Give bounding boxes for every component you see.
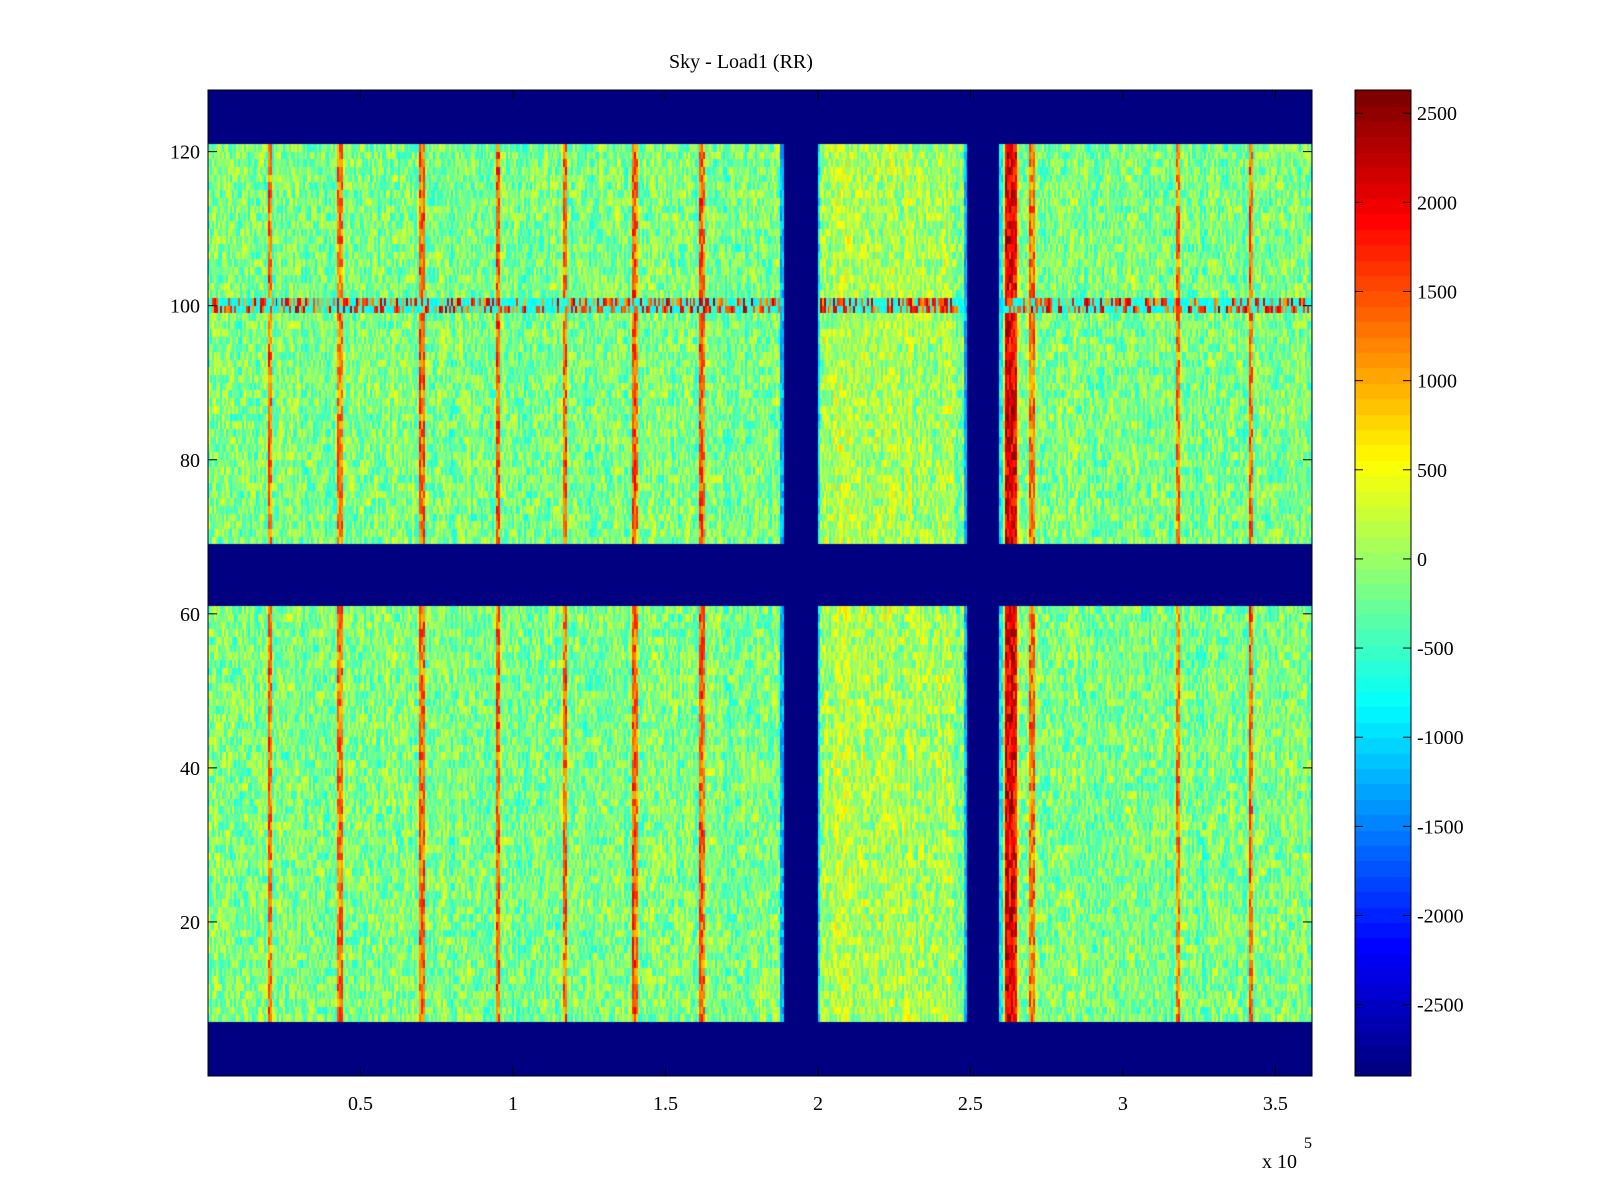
colorbar-tick-label: -2000 <box>1417 906 1464 928</box>
y-tick-label: 20 <box>180 912 200 934</box>
colorbar-tick-label: 500 <box>1417 460 1447 482</box>
colorbar: 2500 2000 1500 1000 500 0 -500 -1000 -1500 -2000 -… <box>1354 89 1464 1077</box>
x-tick-label: 1 <box>508 1093 518 1115</box>
colorbar-frame <box>1354 89 1412 1077</box>
colorbar-tick-label: -500 <box>1417 638 1454 660</box>
colorbar-tick-label: 1500 <box>1417 281 1457 303</box>
colorbar-tick-label: 1000 <box>1417 371 1457 393</box>
colorbar-ticks: 2500 2000 1500 1000 500 0 -500 -1000 -1500 -2000 -… <box>1355 103 1464 1017</box>
colorbar-tick-label: -2500 <box>1417 995 1464 1017</box>
y-tick-label: 100 <box>170 296 200 318</box>
x-tick-label: 2 <box>813 1093 823 1115</box>
x-exponent-label: x 10 <box>1262 1151 1297 1173</box>
y-tick-label: 60 <box>180 604 200 626</box>
colorbar-tick-label: 0 <box>1417 549 1427 571</box>
x-tick-label: 3 <box>1118 1093 1128 1115</box>
y-tick-label: 40 <box>180 758 200 780</box>
x-exponent-value: 5 <box>1304 1135 1312 1152</box>
y-axis: 20 40 60 80 100 120 <box>170 142 1312 934</box>
colorbar-tick-label: 2000 <box>1417 192 1457 214</box>
colorbar-gradient <box>1355 90 1411 1076</box>
y-tick-label: 120 <box>170 142 200 164</box>
y-tick-label: 80 <box>180 450 200 472</box>
colorbar-tick-label: -1500 <box>1417 816 1464 838</box>
x-tick-label: 2.5 <box>958 1093 983 1115</box>
x-tick-label: 0.5 <box>348 1093 373 1115</box>
plot-frame <box>207 89 1313 1077</box>
x-tick-label: 1.5 <box>653 1093 678 1115</box>
heatmap-plot <box>208 90 1312 1076</box>
x-tick-label: 3.5 <box>1263 1093 1288 1115</box>
colorbar-tick-label: 2500 <box>1417 103 1457 125</box>
colorbar-tick-label: -1000 <box>1417 727 1464 749</box>
chart-title: Sky - Load1 (RR) <box>669 51 813 73</box>
x-axis: 0.5 1 1.5 2 2.5 3 3.5 <box>348 90 1288 1115</box>
